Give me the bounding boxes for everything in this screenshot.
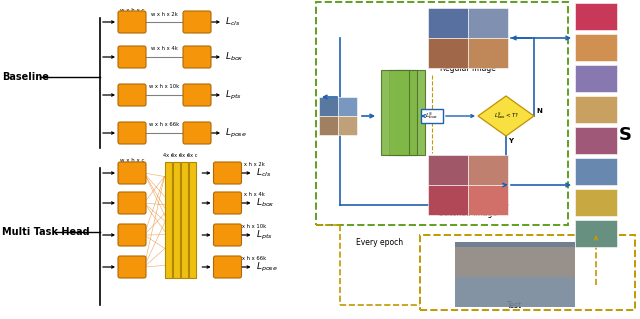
FancyBboxPatch shape (183, 122, 211, 144)
Text: w x h x 2k: w x h x 2k (238, 162, 265, 167)
Bar (420, 235, 635, 310)
Text: $\mathit{L_{cls}}$: $\mathit{L_{cls}}$ (255, 167, 271, 179)
FancyBboxPatch shape (118, 46, 146, 68)
Bar (421, 109, 443, 123)
Bar (319, 97, 338, 116)
Polygon shape (478, 96, 534, 136)
Bar (180, 162, 188, 278)
Bar (575, 34, 617, 61)
Bar (389, 70, 417, 155)
FancyBboxPatch shape (118, 192, 146, 214)
Text: Every epoch: Every epoch (356, 238, 404, 247)
Text: 4x c: 4x c (163, 153, 173, 158)
FancyBboxPatch shape (118, 256, 146, 278)
Bar (316, 2, 568, 225)
FancyBboxPatch shape (214, 162, 241, 184)
Text: w x h x c: w x h x c (120, 159, 144, 164)
Text: 4x c: 4x c (171, 153, 181, 158)
Bar (455, 247, 575, 277)
Bar (575, 65, 617, 92)
Bar (575, 96, 617, 123)
FancyBboxPatch shape (118, 162, 146, 184)
Bar (428, 8, 468, 38)
Bar (428, 155, 468, 185)
Bar (338, 97, 357, 116)
Text: Multi Task Head: Multi Task Head (2, 227, 90, 237)
FancyBboxPatch shape (118, 84, 146, 106)
Bar (575, 127, 617, 154)
Text: $\mathit{L_{pose}}$: $\mathit{L_{pose}}$ (255, 260, 277, 274)
Bar (575, 189, 617, 216)
Bar (455, 277, 575, 307)
Bar (173, 162, 179, 278)
Text: $\mathit{L^S_{box}}$: $\mathit{L^S_{box}}$ (425, 111, 439, 122)
Text: 4x c: 4x c (187, 153, 197, 158)
Text: Test: Test (508, 301, 523, 310)
Bar (381, 70, 409, 155)
Text: w x h x c: w x h x c (120, 8, 144, 12)
Text: w x h x 4k: w x h x 4k (238, 192, 265, 197)
Bar (338, 116, 357, 135)
Bar (468, 155, 508, 185)
Text: N: N (536, 108, 542, 114)
Text: 4x c: 4x c (179, 153, 189, 158)
Text: $\mathit{L^S_{box}}<T?$: $\mathit{L^S_{box}}<T?$ (493, 111, 518, 122)
FancyBboxPatch shape (183, 11, 211, 33)
Bar (575, 158, 617, 185)
Text: w x h x 10k: w x h x 10k (236, 225, 267, 229)
Text: $\mathit{L_{pts}}$: $\mathit{L_{pts}}$ (225, 88, 242, 101)
Bar (575, 3, 617, 30)
Text: Regular Image: Regular Image (440, 64, 496, 73)
Text: Stitched Image: Stitched Image (439, 209, 497, 218)
Bar (397, 70, 425, 155)
Text: S: S (618, 126, 632, 144)
FancyBboxPatch shape (183, 84, 211, 106)
FancyBboxPatch shape (118, 122, 146, 144)
Text: $\mathit{L_{box}}$: $\mathit{L_{box}}$ (255, 197, 274, 209)
FancyBboxPatch shape (183, 46, 211, 68)
Bar (575, 220, 617, 247)
Text: w x h x 66k: w x h x 66k (236, 256, 267, 262)
Bar (468, 185, 508, 215)
Text: w x h x 10k: w x h x 10k (149, 85, 179, 90)
Bar (455, 242, 575, 307)
Text: $\mathit{L_{pts}}$: $\mathit{L_{pts}}$ (255, 228, 272, 241)
Bar (428, 185, 468, 215)
Bar (428, 38, 468, 68)
Bar (164, 162, 172, 278)
Bar (319, 116, 338, 135)
Text: w x h x 66k: w x h x 66k (149, 122, 179, 128)
Text: w x h x 4k: w x h x 4k (150, 47, 177, 51)
FancyBboxPatch shape (118, 11, 146, 33)
Bar (468, 8, 508, 38)
Bar (189, 162, 195, 278)
FancyBboxPatch shape (214, 192, 241, 214)
Text: Baseline: Baseline (2, 72, 49, 82)
Text: $\mathit{L_{box}}$: $\mathit{L_{box}}$ (225, 51, 244, 63)
FancyBboxPatch shape (214, 224, 241, 246)
Text: $\mathit{L_{pose}}$: $\mathit{L_{pose}}$ (225, 126, 247, 139)
Text: $\mathit{L_{cls}}$: $\mathit{L_{cls}}$ (225, 16, 241, 28)
Text: Update: Update (582, 238, 610, 247)
Text: Y: Y (508, 138, 513, 144)
FancyBboxPatch shape (118, 224, 146, 246)
Text: w x h x 2k: w x h x 2k (150, 11, 177, 17)
Bar (468, 38, 508, 68)
FancyBboxPatch shape (214, 256, 241, 278)
